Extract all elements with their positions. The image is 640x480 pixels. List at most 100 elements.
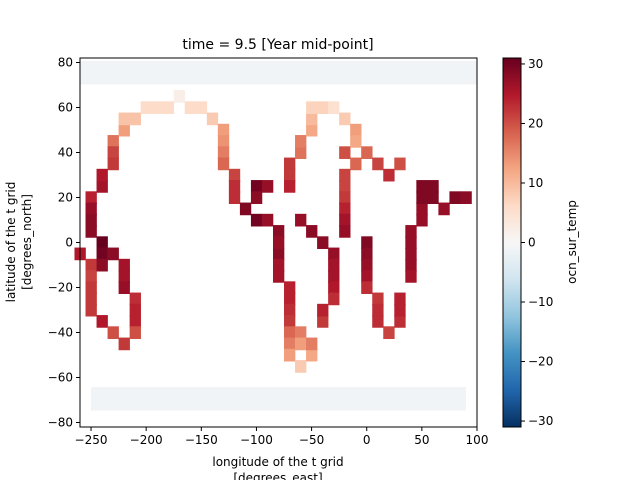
heatmap-cell [96,236,108,249]
y-axis: −80 −60 −40 −20 0 20 40 60 80 [48,56,80,430]
heatmap-cell [118,123,130,137]
heatmap-cell [372,303,384,317]
heatmap-cell [427,191,439,204]
heatmap-cell [250,191,263,204]
heatmap-cell [328,258,340,272]
y-tick-label: 20 [58,191,73,205]
y-tick-label: 0 [65,236,73,250]
heatmap-cell [339,112,351,126]
heatmap-cell [118,337,130,351]
heatmap-cell [107,157,119,171]
heatmap-cell [394,303,406,317]
y-tick-label: −80 [48,416,73,430]
heatmap-cell [350,135,362,148]
heatmap-cell [107,326,119,339]
heatmap-cell [317,315,329,328]
heatmap-cell [96,168,108,182]
heatmap-cell [361,236,373,249]
heatmap-cell [96,180,108,193]
heatmap-cell [261,213,274,227]
heatmap-cell [284,168,296,182]
heatmap-cell [107,135,119,148]
heatmap-cell [317,101,329,114]
heatmap-cell [129,326,141,339]
x-tick-label: −100 [240,433,273,447]
heatmap-cell [306,123,318,137]
heatmap-cell [416,180,428,193]
y-tick-label: −20 [48,281,73,295]
heatmap-cell [295,146,307,159]
heatmap-cell [118,112,130,126]
heatmap-cell [405,270,417,283]
heatmap-cell [228,180,241,193]
heatmap-cell [361,146,373,159]
heatmap-cell [405,225,417,238]
colorbar-tick-label: 20 [528,116,543,130]
colorbar-tick-label: −30 [528,414,553,428]
heatmap-cell [339,202,351,216]
heatmap-cell [272,258,285,272]
heatmap-cell [217,135,230,148]
y-tick-label: 60 [58,101,73,115]
heatmap-cell [405,236,417,249]
heatmap-cell [284,180,296,193]
heatmap-cell [85,191,97,204]
heatmap-cell [284,348,296,362]
heatmap-cell [383,326,395,339]
heatmap-cell [361,247,373,261]
heatmap-cell [107,247,119,261]
heatmap-cell [405,258,417,272]
heatmap-cell [85,270,97,283]
heatmap-cell [85,281,97,294]
heatmap-cell [339,213,351,227]
heatmap-cell [361,281,373,294]
heatmap-cell [383,168,395,182]
y-axis-label: latitude of the t grid [4,182,18,303]
colorbar-tick-label: 30 [528,57,543,71]
heatmap-cell [162,101,175,114]
heatmap-cell [228,191,241,204]
y-tick-label: 80 [58,56,73,70]
heatmap-cell [129,292,141,306]
heatmap-cell [317,236,329,249]
heatmap-cell [438,202,450,216]
heatmap-cell [306,348,318,362]
x-axis-label: longitude of the t grid [212,455,343,469]
heatmap-cell [317,303,329,317]
y-tick-label: −40 [48,326,73,340]
heatmap-cell [295,360,307,373]
heatmap-cell [372,315,384,328]
heatmap-cell [272,247,285,261]
heatmap-cell [328,247,340,261]
x-axis-unit: [degrees_east] [233,471,322,480]
colorbar-axis: −30 −20 −10 0 10 20 30 [521,57,553,428]
heatmap-cell [206,112,219,126]
heatmap-cell [96,315,108,328]
heatmap-cell [85,225,97,238]
heatmap-cell [295,135,307,148]
colorbar-tick-label: 0 [528,236,536,250]
heatmap-cell [217,157,230,171]
heatmap-cell [295,213,307,227]
heatmap-cell [272,236,285,249]
x-tick-label: 0 [363,433,371,447]
colorbar-tick-label: 10 [528,176,543,190]
heatmap-cell [96,258,108,272]
heatmap-cell [195,101,208,114]
polar-band-cell [80,60,477,74]
heatmap-cell [173,90,186,103]
heatmap-cell [217,123,230,137]
heatmap-cell [140,101,152,114]
polar-band-cell [91,398,466,411]
heatmap-cell [118,270,130,283]
heatmap-cell [416,191,428,204]
plot-area [74,60,477,411]
polar-band-cell [91,387,466,400]
heatmap-cell [306,225,318,238]
heatmap-cell [328,101,340,114]
heatmap-cell [118,281,130,294]
heatmap-cell [328,292,340,306]
heatmap-cell [85,292,97,306]
x-tick-label: 50 [414,433,429,447]
heatmap-cell [328,281,340,294]
